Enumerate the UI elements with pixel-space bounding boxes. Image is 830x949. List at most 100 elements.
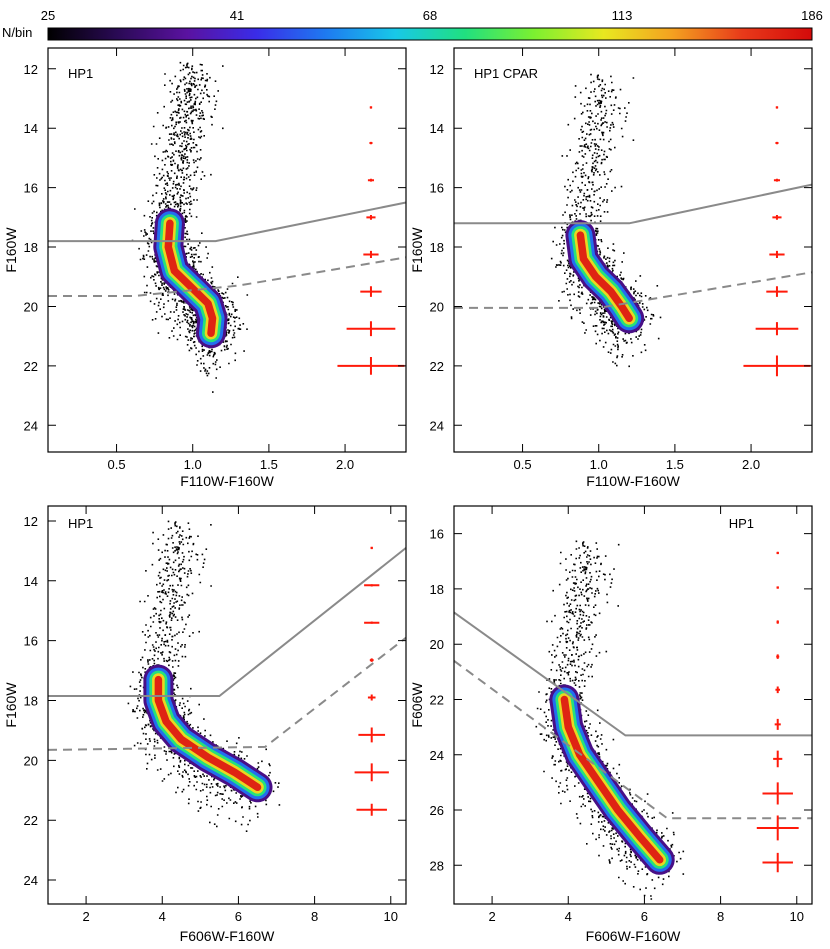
error-bar [756, 815, 799, 841]
panel-title: HP1 CPAR [474, 66, 538, 81]
y-tick-label: 24 [430, 748, 444, 763]
y-tick-label: 22 [24, 359, 38, 374]
y-tick-label: 24 [430, 418, 444, 433]
error-bar [364, 621, 380, 624]
error-bar [775, 106, 779, 109]
error-bar [773, 750, 783, 768]
x-tick-label: 1.0 [590, 457, 608, 472]
panel-bottom-right: HP1 F606W-F160W F606W [409, 516, 754, 944]
error-bar [370, 546, 373, 550]
completeness-line-solid [454, 183, 813, 225]
error-bar [346, 321, 396, 337]
colorbar-tick-label: 113 [612, 8, 633, 23]
error-bar [364, 584, 380, 587]
y-tick-label: 12 [24, 514, 38, 529]
error-bar [367, 694, 376, 701]
colorbar: N/bin 25 41 68 113 186 [2, 8, 823, 41]
error-bar [369, 658, 374, 662]
y-tick-label: 24 [24, 873, 38, 888]
x-tick-label: 2.0 [336, 457, 354, 472]
x-tick-label: 1.0 [184, 457, 202, 472]
y-tick-label: 16 [430, 527, 444, 542]
scatter-points [550, 73, 662, 368]
x-tick-label: 4 [565, 909, 572, 924]
x-tick-label: 8 [311, 909, 318, 924]
plot-frame [453, 505, 813, 905]
x-tick-label: 0.5 [514, 457, 532, 472]
completeness-line-solid [453, 611, 812, 737]
y-axis-label: F160W [409, 227, 425, 273]
error-bar [366, 214, 376, 220]
panel-bottom-left: HP1 F606W-F160W F160W [3, 516, 275, 944]
y-axis-label: F160W [3, 682, 19, 728]
colorbar-tick-label: 41 [230, 8, 244, 23]
y-tick-label: 14 [24, 574, 38, 589]
x-axis-label: F606W-F160W [586, 928, 681, 944]
error-bar [354, 763, 389, 782]
y-tick-label: 18 [24, 240, 38, 255]
completeness-line-dashed [453, 659, 812, 820]
x-tick-label: 6 [235, 909, 242, 924]
y-axis-label: F606W [409, 682, 425, 728]
y-tick-label: 20 [24, 753, 38, 768]
density-core [164, 219, 217, 337]
x-tick-label: 1.5 [666, 457, 684, 472]
x-tick-label: 2 [82, 909, 89, 924]
x-axis-label: F606W-F160W [180, 928, 275, 944]
y-tick-label: 22 [430, 359, 444, 374]
plot-area-0: 0.5 1.0 1.5 2.0 12 14 16 18 20 22 24 [24, 47, 407, 472]
x-tick-label: 10 [384, 909, 398, 924]
y-tick-label: 20 [430, 637, 444, 652]
error-bar [358, 727, 386, 743]
y-tick-label: 12 [430, 62, 444, 77]
x-tick-label: 2.0 [742, 457, 760, 472]
y-axis-label: F160W [3, 227, 19, 273]
panel-top-right: HP1 CPAR F110W-F160W F160W [409, 66, 681, 489]
density-core [154, 675, 262, 792]
scatter-points [127, 520, 281, 832]
error-bar [774, 718, 781, 730]
error-bar [776, 586, 779, 589]
error-bar [369, 106, 373, 109]
x-tick-label: 4 [159, 909, 166, 924]
error-bar [356, 803, 387, 816]
y-tick-label: 16 [24, 181, 38, 196]
y-tick-label: 16 [24, 634, 38, 649]
error-bar [360, 286, 382, 297]
error-bar [769, 250, 785, 259]
error-bar [775, 686, 781, 694]
completeness-line-dashed [454, 271, 813, 309]
colorbar-tick-label: 68 [423, 8, 437, 23]
x-tick-label: 10 [790, 909, 804, 924]
error-bar [369, 141, 373, 145]
panel-title: HP1 [68, 516, 93, 531]
plot-frame [453, 47, 813, 453]
y-tick-label: 18 [430, 582, 444, 597]
error-bar [776, 620, 779, 624]
error-bar [776, 551, 779, 555]
x-tick-label: 2 [488, 909, 495, 924]
colorbar-tick-label: 186 [801, 8, 823, 23]
error-bar [762, 782, 793, 805]
completeness-line-solid [48, 547, 407, 697]
y-tick-label: 28 [430, 858, 444, 873]
error-bar [363, 250, 379, 259]
error-bar [776, 654, 780, 659]
y-tick-label: 24 [24, 418, 38, 433]
panel-top-left: HP1 F110W-F160W F160W [3, 66, 275, 489]
x-axis-label: F110W-F160W [180, 473, 274, 489]
error-bar [367, 178, 375, 182]
plot-frame [47, 505, 407, 905]
plot-frame [47, 47, 407, 453]
y-tick-label: 12 [24, 62, 38, 77]
y-tick-label: 18 [24, 694, 38, 709]
y-tick-label: 22 [430, 692, 444, 707]
panel-title: HP1 [729, 516, 754, 531]
x-tick-label: 1.5 [260, 457, 278, 472]
density-core [576, 231, 633, 323]
colorbar-gradient [47, 27, 813, 41]
error-bar [755, 322, 799, 336]
completeness-line-dashed [47, 636, 407, 751]
